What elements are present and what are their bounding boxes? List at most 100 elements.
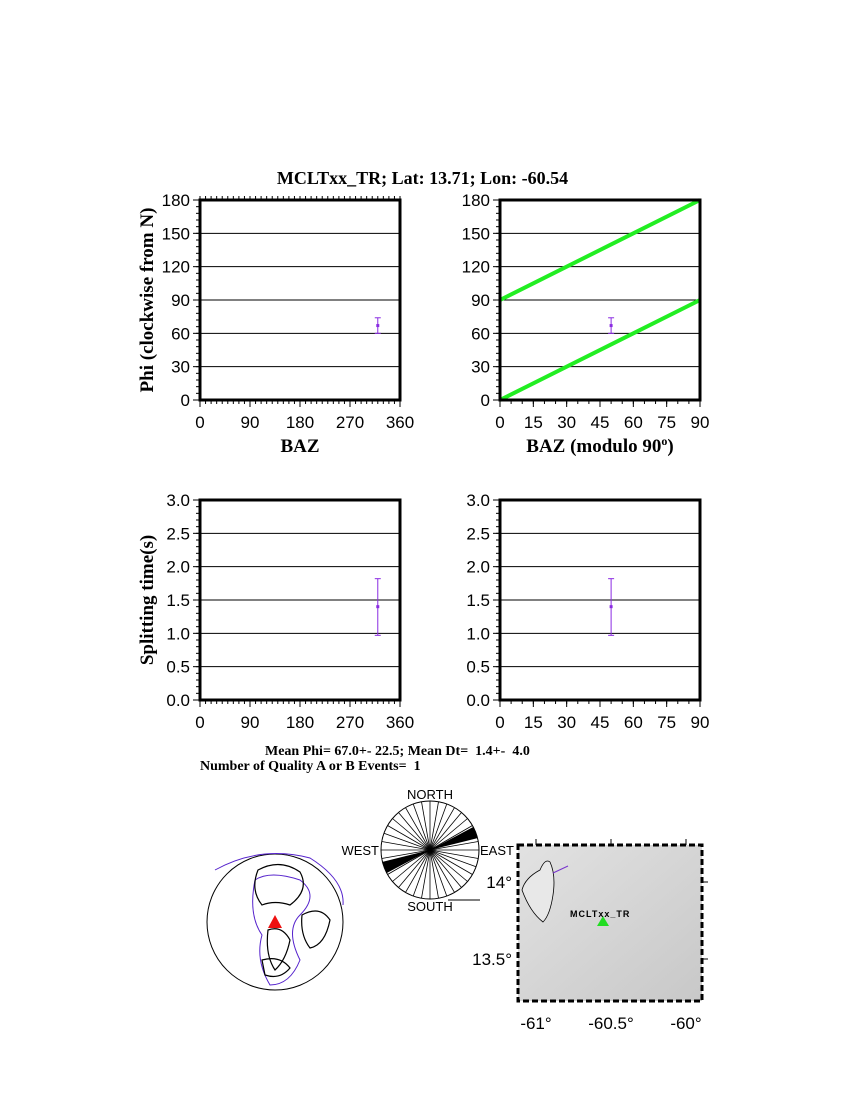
plot-1: 0 30 60 90 120 150 180 0 90 180 270 360 BAZ Phi (cloc… bbox=[137, 191, 414, 457]
x-tick-label: 0 bbox=[495, 713, 504, 732]
y-tick-label: 2.0 bbox=[466, 558, 490, 577]
globe-map bbox=[206, 853, 344, 991]
plot-3: 0.0 0.5 1.0 1.5 2.0 2.5 3.0 0 90 180 270 360 Splitti… bbox=[137, 491, 414, 732]
reference-line bbox=[499, 198, 701, 302]
x-tick-label: 0 bbox=[195, 413, 204, 432]
x-tick-label: 75 bbox=[657, 713, 676, 732]
plot-frame bbox=[198, 198, 402, 402]
y-tick-label: 3.0 bbox=[166, 491, 190, 510]
x-tick-label: 270 bbox=[336, 413, 364, 432]
x-tick-label: 45 bbox=[591, 413, 610, 432]
y-tick-label: 60 bbox=[471, 324, 490, 343]
x-tick-label: 270 bbox=[336, 713, 364, 732]
x-tick-label: 90 bbox=[691, 713, 710, 732]
plot-frame bbox=[498, 498, 702, 702]
x-tick-label: 15 bbox=[524, 713, 543, 732]
globe-station-marker bbox=[268, 915, 282, 928]
globe-plate-boundaries bbox=[214, 853, 344, 986]
rose-east-label: EAST bbox=[480, 843, 514, 858]
lon-tick-label: -61° bbox=[520, 1014, 551, 1033]
x-axis-label: BAZ bbox=[280, 436, 319, 457]
rose-north-label: NORTH bbox=[407, 787, 453, 802]
y-tick-label: 3.0 bbox=[466, 491, 490, 510]
data-point bbox=[376, 324, 380, 328]
y-axis-label: Splitting time(s) bbox=[137, 535, 158, 665]
lon-tick-label: -60.5° bbox=[588, 1014, 634, 1033]
rose-south-label: SOUTH bbox=[407, 899, 453, 914]
rose-circle bbox=[380, 800, 480, 900]
x-tick-label: 60 bbox=[624, 713, 643, 732]
y-tick-label: 1.5 bbox=[166, 591, 190, 610]
data-point bbox=[376, 605, 380, 609]
y-tick-label: 120 bbox=[162, 258, 190, 277]
rose-filled-sector bbox=[430, 826, 478, 850]
plot-frame bbox=[498, 198, 702, 402]
x-tick-label: 90 bbox=[241, 413, 260, 432]
y-tick-label: 30 bbox=[471, 358, 490, 377]
x-tick-label: 30 bbox=[557, 413, 576, 432]
island-coastline bbox=[521, 860, 555, 923]
rose-filled-sector bbox=[382, 850, 430, 874]
y-tick-label: 30 bbox=[171, 358, 190, 377]
x-tick-label: 30 bbox=[557, 713, 576, 732]
y-tick-label: 150 bbox=[462, 224, 490, 243]
plot-frame bbox=[198, 498, 402, 702]
y-tick-label: 0 bbox=[481, 391, 490, 410]
station-label: MCLTxx_TR bbox=[570, 909, 630, 919]
local-map: MCLTxx_TR 14° 13.5° -61° -60.5° -60° bbox=[472, 839, 708, 1033]
y-tick-label: 60 bbox=[171, 324, 190, 343]
x-tick-label: 45 bbox=[591, 713, 610, 732]
y-axis-label: Phi (clockwise from N) bbox=[137, 208, 158, 393]
stats-mean: Mean Phi= 67.0+- 22.5; Mean Dt= 1.4+- 4.… bbox=[265, 744, 530, 759]
lat-tick-label: 14° bbox=[486, 873, 512, 892]
x-axis-label: BAZ (modulo 90o) bbox=[526, 434, 673, 457]
y-tick-label: 2.0 bbox=[166, 558, 190, 577]
plot-4: 0.0 0.5 1.0 1.5 2.0 2.5 3.0 0 15 30 45 60 75 90 bbox=[466, 491, 709, 732]
y-tick-label: 180 bbox=[162, 191, 190, 210]
x-tick-label: 75 bbox=[657, 413, 676, 432]
y-tick-label: 1.0 bbox=[466, 624, 490, 643]
x-tick-label: 15 bbox=[524, 413, 543, 432]
x-tick-label: 180 bbox=[286, 713, 314, 732]
y-tick-label: 1.5 bbox=[466, 591, 490, 610]
y-tick-label: 0 bbox=[181, 391, 190, 410]
y-tick-label: 150 bbox=[162, 224, 190, 243]
stats-count: Number of Quality A or B Events= 1 bbox=[200, 759, 421, 774]
data-point bbox=[609, 605, 613, 609]
x-tick-label: 180 bbox=[286, 413, 314, 432]
lat-tick-label: 13.5° bbox=[472, 950, 512, 969]
y-tick-label: 2.5 bbox=[166, 524, 190, 543]
plot-2: 0 30 60 90 120 150 180 0 15 30 45 60 75 90 BAZ (modulo… bbox=[462, 191, 710, 457]
y-tick-label: 0.5 bbox=[466, 658, 490, 677]
x-tick-label: 0 bbox=[195, 713, 204, 732]
x-tick-label: 90 bbox=[691, 413, 710, 432]
y-tick-label: 120 bbox=[462, 258, 490, 277]
y-tick-label: 90 bbox=[471, 291, 490, 310]
x-axis-label-end: ) bbox=[667, 436, 673, 457]
figure-title: MCLTxx_TR; Lat: 13.71; Lon: -60.54 bbox=[276, 168, 569, 188]
y-tick-label: 1.0 bbox=[166, 624, 190, 643]
fast-axis-bar bbox=[552, 865, 569, 874]
station-marker bbox=[597, 916, 609, 926]
y-tick-label: 0.5 bbox=[166, 658, 190, 677]
reference-line bbox=[499, 298, 701, 402]
data-point bbox=[609, 324, 613, 328]
x-axis-label-sup: o bbox=[661, 434, 667, 448]
globe-coastlines bbox=[254, 863, 331, 978]
lon-tick-label: -60° bbox=[670, 1014, 701, 1033]
rose-west-label: WEST bbox=[341, 843, 379, 858]
y-tick-label: 0.0 bbox=[466, 691, 490, 710]
x-tick-label: 90 bbox=[241, 713, 260, 732]
y-tick-label: 2.5 bbox=[466, 524, 490, 543]
y-tick-label: 180 bbox=[462, 191, 490, 210]
x-tick-label: 360 bbox=[386, 713, 414, 732]
rose-spoke bbox=[421, 801, 439, 899]
x-tick-label: 60 bbox=[624, 413, 643, 432]
x-tick-label: 360 bbox=[386, 413, 414, 432]
y-tick-label: 90 bbox=[171, 291, 190, 310]
x-tick-label: 0 bbox=[495, 413, 504, 432]
y-tick-label: 0.0 bbox=[166, 691, 190, 710]
rose-diagram: NORTH SOUTH WEST EAST bbox=[341, 787, 514, 914]
